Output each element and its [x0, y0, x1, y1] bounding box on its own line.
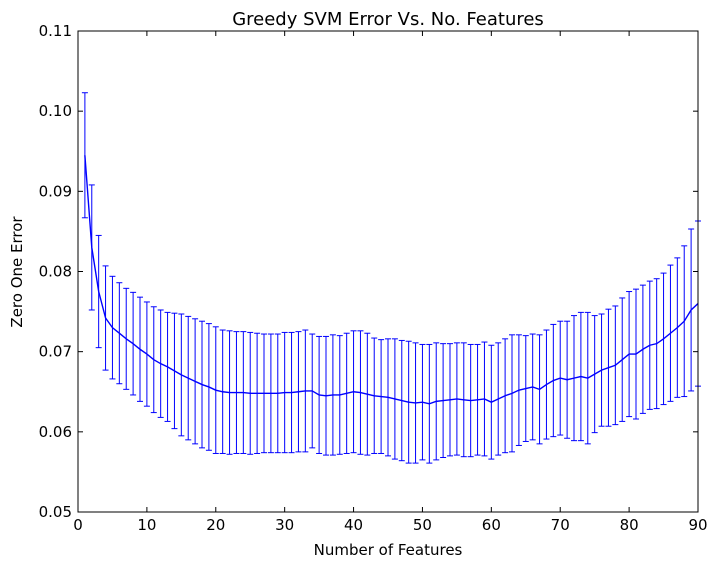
y-axis-label: Zero One Error [8, 216, 26, 328]
x-tick-label: 20 [206, 516, 225, 534]
x-axis-label: Number of Features [314, 541, 463, 559]
x-tick-label: 40 [344, 516, 363, 534]
plot-frame [77, 30, 699, 513]
x-tick-label: 30 [275, 516, 294, 534]
y-tick-label: 0.09 [39, 182, 72, 200]
x-tick-label: 90 [688, 516, 707, 534]
series-line [84, 155, 699, 405]
y-tick-label: 0.10 [39, 102, 72, 120]
chart-title: Greedy SVM Error Vs. No. Features [232, 9, 544, 30]
y-tick-label: 0.08 [39, 263, 72, 281]
y-tick-label: 0.06 [39, 423, 72, 441]
ticks-group: 0 10 20 30 40 50 60 70 80 90 0.05 0.06 0.07 0.08 0.09 0… [39, 22, 708, 534]
x-tick-label: 50 [413, 516, 432, 534]
y-tick-label: 0.07 [39, 343, 72, 361]
errorbars-group [81, 92, 701, 464]
x-tick-label: 70 [551, 516, 570, 534]
x-tick-label: 80 [620, 516, 639, 534]
x-tick-label: 0 [73, 516, 83, 534]
x-tick-label: 60 [482, 516, 501, 534]
y-tick-label: 0.11 [39, 22, 72, 40]
x-tick-label: 10 [137, 516, 156, 534]
y-tick-label: 0.05 [39, 503, 72, 521]
